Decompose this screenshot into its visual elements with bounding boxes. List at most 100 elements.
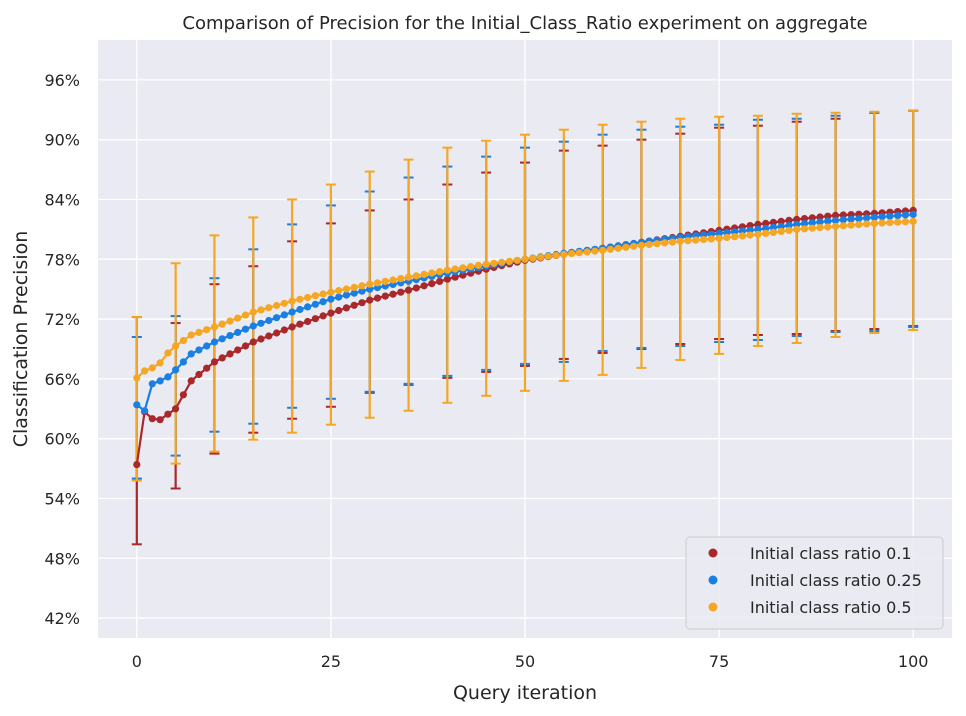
data-point — [195, 346, 203, 354]
data-point — [824, 217, 832, 225]
data-point — [847, 215, 855, 223]
data-point — [870, 219, 879, 227]
data-point — [265, 332, 273, 340]
data-point — [304, 317, 312, 326]
data-point — [443, 266, 451, 274]
data-point — [606, 245, 615, 253]
y-tick-label: 90% — [44, 131, 80, 150]
data-point — [700, 235, 708, 244]
x-tick-labels: 0 25 50 75 100 — [132, 652, 929, 671]
data-point — [195, 370, 203, 379]
data-point — [133, 374, 141, 382]
data-point — [381, 277, 389, 285]
legend-label: Initial class ratio 0.25 — [750, 571, 922, 590]
data-point — [358, 282, 366, 290]
data-point — [777, 222, 785, 230]
data-point — [583, 248, 591, 256]
y-tick-label: 54% — [44, 489, 80, 508]
data-point — [234, 346, 242, 354]
data-point — [412, 272, 420, 280]
data-point — [203, 342, 211, 350]
data-point — [133, 461, 141, 469]
x-axis-label: Query iteration — [453, 682, 597, 704]
data-point — [715, 234, 723, 242]
data-point — [156, 377, 164, 385]
data-point — [630, 242, 638, 250]
data-point — [909, 217, 917, 225]
data-point — [863, 220, 871, 228]
data-point — [731, 233, 739, 241]
data-point — [793, 225, 801, 233]
data-point — [397, 275, 405, 283]
data-point — [676, 237, 684, 245]
data-point — [397, 288, 405, 296]
data-point — [164, 373, 172, 381]
data-point — [210, 323, 219, 331]
data-point — [769, 218, 778, 226]
data-point — [762, 219, 770, 227]
data-point — [560, 250, 568, 258]
data-point — [148, 380, 156, 388]
x-tick-label: 50 — [515, 652, 535, 671]
data-point — [257, 335, 265, 343]
data-point — [296, 320, 304, 328]
data-point — [707, 235, 715, 243]
data-point — [296, 295, 304, 303]
data-point — [474, 261, 482, 269]
data-point — [249, 338, 257, 346]
data-point — [428, 280, 436, 288]
x-tick-label: 0 — [132, 652, 142, 671]
data-point — [831, 211, 840, 219]
data-point — [257, 306, 265, 314]
data-point — [335, 293, 343, 301]
data-point — [280, 311, 288, 319]
legend-marker — [708, 548, 718, 558]
data-point — [513, 256, 521, 264]
data-point — [839, 222, 847, 230]
data-point — [350, 289, 358, 297]
data-point — [793, 220, 801, 228]
data-point — [800, 220, 809, 228]
data-point — [909, 210, 917, 218]
x-tick-label: 100 — [898, 652, 929, 671]
data-point — [420, 270, 428, 278]
data-point — [863, 214, 871, 222]
data-point — [311, 300, 319, 308]
data-point — [179, 336, 187, 345]
data-point — [172, 405, 180, 413]
data-point — [273, 314, 281, 322]
data-point — [241, 342, 250, 350]
data-point — [614, 244, 622, 252]
data-point — [808, 219, 816, 227]
data-point — [141, 407, 149, 415]
data-point — [335, 306, 343, 315]
data-point — [552, 251, 560, 259]
data-point — [777, 227, 785, 235]
chart-title: Comparison of Precision for the Initial_… — [182, 13, 867, 34]
legend: Initial class ratio 0.1 Initial class rat… — [685, 536, 944, 630]
y-tick-label: 60% — [44, 430, 80, 449]
data-point — [769, 223, 778, 231]
data-point — [218, 354, 226, 362]
data-point — [366, 280, 374, 288]
data-point — [870, 213, 879, 221]
data-point — [855, 215, 863, 223]
data-point — [816, 213, 824, 221]
data-point — [164, 349, 172, 357]
data-point — [187, 331, 195, 339]
data-point — [878, 219, 886, 227]
data-point — [886, 219, 894, 227]
y-axis-label: Classification Precision — [10, 231, 32, 448]
data-point — [241, 311, 250, 319]
data-point — [754, 220, 762, 228]
data-point — [389, 276, 397, 284]
y-tick-label: 66% — [44, 370, 80, 389]
data-point — [249, 308, 257, 316]
y-tick-label: 72% — [44, 310, 80, 329]
data-point — [637, 241, 646, 249]
data-point — [148, 415, 156, 423]
data-point — [412, 284, 420, 292]
data-point — [288, 297, 296, 305]
y-tick-label: 48% — [44, 549, 80, 568]
data-point — [366, 285, 374, 293]
